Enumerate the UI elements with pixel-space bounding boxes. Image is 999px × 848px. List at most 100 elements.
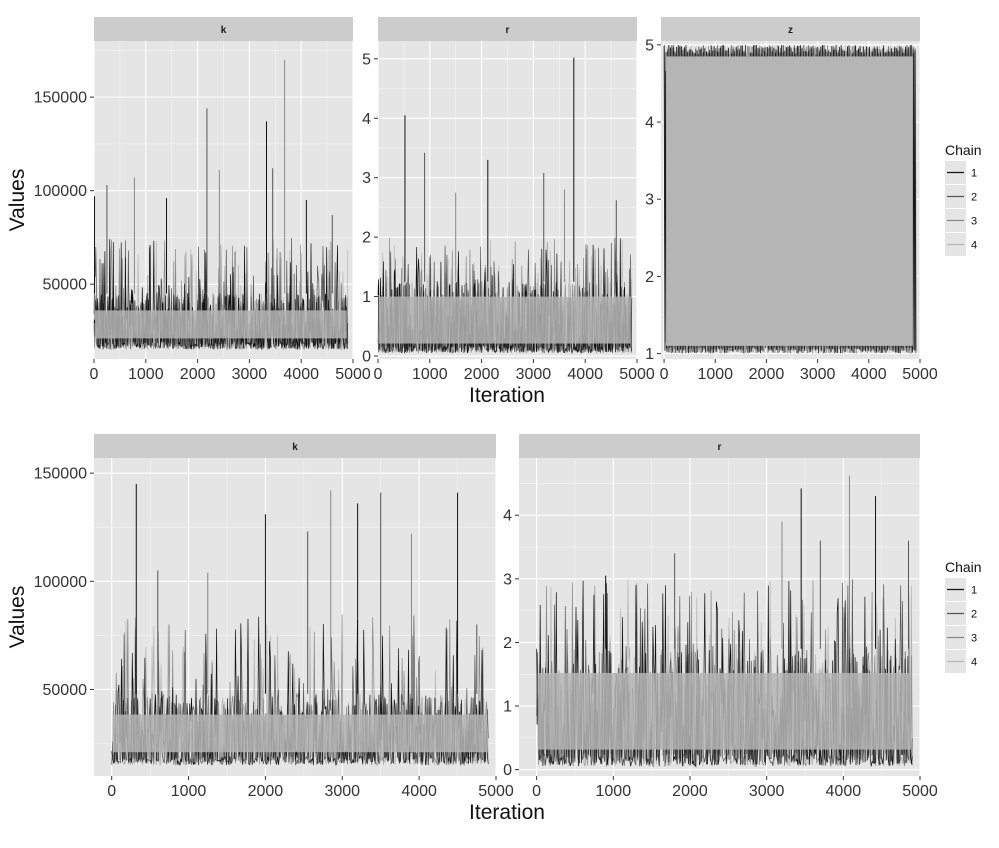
panel-bottom-r-strip (519, 434, 920, 458)
panel-top-r: r 0 1 2 3 4 5 0 1000 2000 3000 4000 5000 (362, 17, 655, 383)
legend-1-entry-2: 2 (971, 609, 977, 621)
chart-0-panel-r-x-tick-label: 3000 (516, 366, 552, 383)
chart-0-panel-z-x-tick-label: 3000 (800, 366, 836, 383)
panel-top-k-strip (94, 17, 353, 41)
chart-0-panel-k-x-tick-label: 4000 (283, 366, 319, 383)
chart-1-panel-k-trace-body (112, 714, 488, 753)
panel-top-z-strip (661, 17, 920, 41)
chart-0-panel-k-chain-2-line (93, 237, 349, 350)
chart-0-panel-z-y-tick-label: 1 (645, 346, 654, 363)
chart-0-panel-z-trace-body (666, 56, 913, 346)
chart-0-panel-k-y-tick-label: 100000 (34, 183, 87, 200)
chart-0-panel-k-x-tick-label: 3000 (232, 366, 268, 383)
chart-1-panel-r-trace-body (537, 672, 912, 750)
chart-1-panel-k-x-tick-label: 0 (107, 783, 116, 800)
chart-0-panel-r-y-tick-label: 3 (362, 170, 371, 187)
chart-0-panel-r-x-tick-label: 5000 (619, 366, 655, 383)
chart-0-panel-r-y-tick-label: 4 (362, 111, 371, 128)
panel-top-r-x-axis: 0 1000 2000 3000 4000 5000 (374, 359, 655, 383)
top-x-axis-title: Iteration (469, 384, 545, 407)
panel-top-z-y-axis: 1 2 3 4 5 (645, 37, 661, 363)
panel-top-r-strip-label: r (506, 25, 510, 36)
legend-0-entry-4: 4 (971, 240, 977, 252)
bottom-legend-keys: 1 2 3 4 (945, 578, 977, 673)
panel-bottom-r-strip-label: r (718, 442, 722, 453)
chart-1-panel-r-y-tick-label: 0 (503, 762, 512, 779)
panel-top-k-y-axis: 50000 100000 150000 (34, 90, 94, 294)
bottom-legend-title: Chain (945, 559, 982, 575)
chart-0-panel-k-trace-body (95, 310, 347, 339)
panel-top-z-x-axis: 0 1000 2000 3000 4000 5000 (660, 359, 938, 383)
panel-bottom-r-traces (536, 475, 913, 768)
chart-1-panel-k-x-tick-label: 3000 (324, 783, 360, 800)
chart-0-panel-k-x-tick-label: 1000 (128, 366, 164, 383)
bottom-x-axis-title: Iteration (469, 801, 545, 824)
legend-0-entry-3: 3 (971, 216, 977, 228)
chart-1-panel-r-x-tick-label: 1000 (596, 783, 632, 800)
chart-1-panel-r-x-tick-label: 4000 (826, 783, 862, 800)
chart-0-panel-r-y-tick-label: 2 (362, 230, 371, 247)
chart-1-panel-r-y-tick-label: 2 (503, 635, 512, 652)
chart-0-panel-r-x-tick-label: 4000 (567, 366, 603, 383)
panel-top-k-x-axis: 0 1000 2000 3000 4000 5000 (90, 359, 371, 383)
chart-1-panel-r-y-tick-label: 1 (503, 699, 512, 716)
chart-1-panel-k-y-tick-label: 50000 (43, 682, 88, 699)
bottom-legend: Chain 1 2 3 4 (945, 559, 982, 673)
chart-1-panel-r-chain-3-line (536, 580, 913, 767)
chart-0-panel-r-x-tick-label: 0 (374, 366, 383, 383)
chart-1-panel-k-y-tick-label: 100000 (34, 574, 87, 591)
panel-top-k-strip-label: k (221, 25, 227, 36)
chart-1-panel-k-y-tick-label: 150000 (34, 466, 87, 483)
panel-bottom-r: r 0 1 2 3 4 0 1000 2000 3000 4000 5000 (503, 434, 938, 800)
bottom-y-axis-title: Values (6, 586, 29, 649)
chart-0-panel-k-x-tick-label: 0 (90, 366, 99, 383)
top-legend-keys: 1 2 3 4 (945, 161, 977, 256)
chart-0-panel-z-x-tick-label: 5000 (902, 366, 938, 383)
legend-0-entry-1: 1 (971, 168, 977, 180)
panel-top-z: z 1 2 3 4 5 0 1000 2000 3000 4000 5000 (645, 17, 938, 383)
chart-0-panel-k-x-tick-label: 5000 (335, 366, 371, 383)
chart-0-panel-k-y-tick-label: 150000 (34, 90, 87, 107)
legend-1-entry-1: 1 (971, 585, 977, 597)
panel-bottom-r-x-axis: 0 1000 2000 3000 4000 5000 (532, 776, 938, 800)
panel-bottom-k-traces (111, 483, 489, 767)
panel-bottom-k-x-axis: 0 1000 2000 3000 4000 5000 (107, 776, 514, 800)
panel-top-r-strip (378, 17, 637, 41)
chart-1-panel-r-x-tick-label: 3000 (749, 783, 785, 800)
top-legend-title: Chain (945, 142, 982, 158)
chart-1-panel-k-x-tick-label: 5000 (478, 783, 514, 800)
top-legend: Chain 1 2 3 4 (945, 142, 982, 256)
panel-top-z-strip-label: z (788, 25, 793, 36)
panel-top-z-traces (663, 44, 917, 354)
chart-0-panel-z-x-tick-label: 1000 (697, 366, 733, 383)
chart-0-panel-z-y-tick-label: 2 (645, 269, 654, 286)
legend-1-entry-3: 3 (971, 633, 977, 645)
chart-1-panel-r-x-tick-label: 5000 (902, 783, 938, 800)
chart-0-panel-r-x-tick-label: 1000 (412, 366, 448, 383)
chart-0-panel-r-y-tick-label: 0 (362, 349, 371, 366)
chart-0-panel-r-x-tick-label: 2000 (464, 366, 500, 383)
panel-bottom-k-strip-label: k (292, 442, 298, 453)
chart-1-panel-k-x-tick-label: 1000 (171, 783, 207, 800)
legend-1-entry-4: 4 (971, 657, 977, 669)
chart-0-panel-z-y-tick-label: 4 (645, 115, 654, 132)
chart-0-panel-r-trace-body (379, 296, 631, 344)
chart-1-panel-k-x-tick-label: 4000 (401, 783, 437, 800)
chart-1-panel-r-y-tick-label: 3 (503, 571, 512, 588)
chart-0-panel-k-y-tick-label: 50000 (43, 277, 88, 294)
panel-bottom-k-strip (94, 434, 496, 458)
panel-top-k-traces (93, 59, 349, 351)
chart-0-panel-r-y-tick-label: 1 (362, 289, 371, 306)
panel-bottom-r-y-axis: 0 1 2 3 4 (503, 508, 519, 779)
chart-0-panel-k-x-tick-label: 2000 (180, 366, 216, 383)
chart-1-panel-r-x-tick-label: 2000 (672, 783, 708, 800)
chart-1-panel-k-chain-2-line (111, 615, 489, 766)
chart-0-panel-z-x-tick-label: 4000 (851, 366, 887, 383)
panel-top-r-y-axis: 0 1 2 3 4 5 (362, 51, 378, 366)
chart-1-panel-r-x-tick-label: 0 (532, 783, 541, 800)
chart-0-panel-z-y-tick-label: 3 (645, 192, 654, 209)
